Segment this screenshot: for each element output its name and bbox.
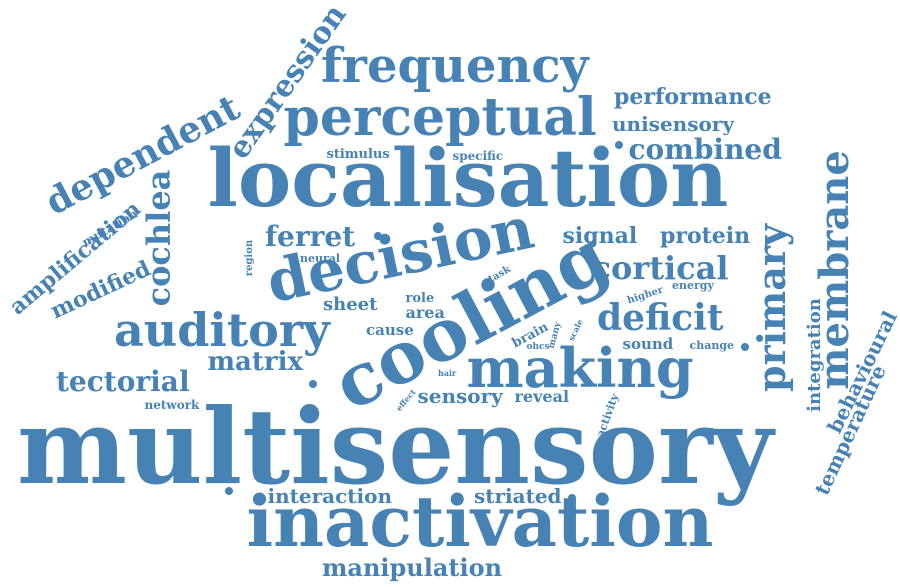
word-reveal: reveal (514, 387, 570, 406)
word-performance: performance (614, 84, 772, 110)
word-auditory: auditory (114, 303, 330, 357)
word-network: network (144, 398, 200, 412)
word-striated: striated (474, 484, 562, 508)
word-interaction: interaction (267, 484, 393, 508)
word-specific: specific (452, 149, 504, 163)
word-making: making (466, 336, 694, 400)
word-ferret: ferret (265, 220, 356, 253)
separator-dot (741, 343, 749, 351)
word-inactivation: inactivation (246, 480, 714, 563)
separator-dot (568, 494, 576, 502)
word-hair: hair (438, 368, 457, 378)
word-protein: protein (660, 223, 751, 249)
word-sound: sound (622, 334, 674, 353)
separator-dot (615, 141, 623, 149)
separator-dot (374, 232, 382, 240)
word-frequency: frequency (321, 38, 589, 94)
word-signal: signal (562, 223, 638, 249)
separator-dot (309, 380, 317, 388)
word-localisation: localisation (207, 131, 729, 225)
word-ohcs: ohcs (526, 341, 550, 352)
word-deficit: deficit (597, 297, 724, 339)
word-manipulation: manipulation (322, 553, 503, 582)
word-unisensory: unisensory (612, 112, 734, 136)
word-role: role (405, 290, 435, 306)
word-integration: integration (803, 298, 825, 412)
word-multisensory: multisensory (17, 385, 774, 508)
word-cortical: cortical (591, 249, 729, 287)
word-area: area (405, 303, 445, 322)
word-matrix: matrix (207, 347, 303, 377)
word-tectorial: tectorial (56, 365, 190, 398)
word-combined: combined (628, 133, 782, 166)
word-primary: primary (748, 224, 794, 392)
word-perceptual: perceptual (283, 87, 597, 148)
word-energy: energy (672, 278, 714, 292)
separator-dot (225, 487, 233, 495)
word-region: region (244, 239, 256, 277)
word-sheet: sheet (323, 294, 378, 315)
word-cause: cause (366, 320, 414, 339)
word-stimulus: stimulus (326, 146, 390, 162)
word-sensory: sensory (417, 384, 503, 408)
word-change: change (689, 338, 735, 352)
word-cochlea: cochlea (138, 169, 177, 307)
word-neural: neural (300, 251, 341, 265)
